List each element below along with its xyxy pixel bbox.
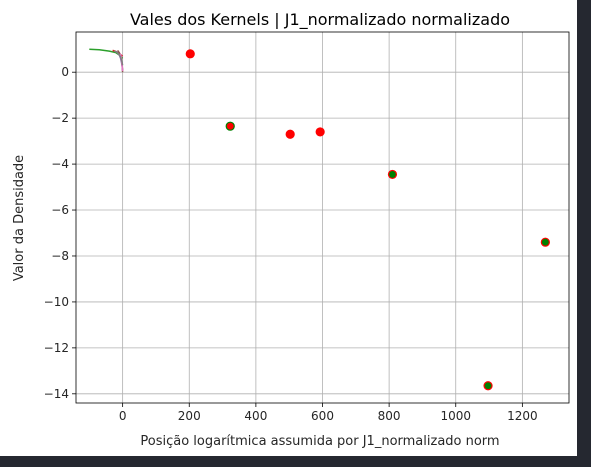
y-tick-label: −2 — [51, 111, 69, 125]
y-axis-label: Valor da Densidade — [12, 155, 27, 281]
y-tick-label: −12 — [44, 341, 69, 355]
chart-title: Vales dos Kernels | J1_normalizado norma… — [130, 10, 510, 30]
y-tick-label: −14 — [44, 387, 69, 401]
x-tick-label: 1000 — [440, 409, 471, 423]
chart: 0 200 400 600 800 1000 1200 0 −2 −4 −6 −8 −10 −12 −14… — [12, 10, 570, 449]
x-axis-label: Posição logarítmica assumida por J1_norm… — [140, 434, 499, 449]
x-tick-label: 400 — [244, 409, 267, 423]
kernel-lines — [89, 48, 124, 73]
figure: 0 200 400 600 800 1000 1200 0 −2 −4 −6 −8 −10 −12 −14… — [0, 0, 577, 456]
y-tick-label: −8 — [51, 249, 69, 263]
scatter-point — [315, 127, 325, 137]
scatter-point — [285, 129, 295, 139]
y-tick-label: −10 — [44, 295, 69, 309]
x-tick-label: 200 — [178, 409, 201, 423]
scatter-points — [185, 49, 550, 391]
x-tick-label: 800 — [378, 409, 401, 423]
y-tick-label: −6 — [51, 203, 69, 217]
scatter-point — [387, 169, 398, 180]
scatter-point — [483, 381, 493, 391]
y-tick-label: −4 — [51, 157, 69, 171]
x-tick-label: 600 — [311, 409, 334, 423]
y-ticks: 0 −2 −4 −6 −8 −10 −12 −14 — [44, 65, 76, 401]
scatter-point — [185, 49, 195, 59]
grid — [76, 32, 569, 403]
scatter-point — [540, 237, 550, 247]
y-tick-label: 0 — [61, 65, 69, 79]
x-tick-label: 0 — [119, 409, 127, 423]
x-ticks: 0 200 400 600 800 1000 1200 — [119, 403, 538, 423]
kernel-line — [114, 50, 124, 66]
scatter-point — [225, 121, 235, 131]
x-tick-label: 1200 — [507, 409, 538, 423]
